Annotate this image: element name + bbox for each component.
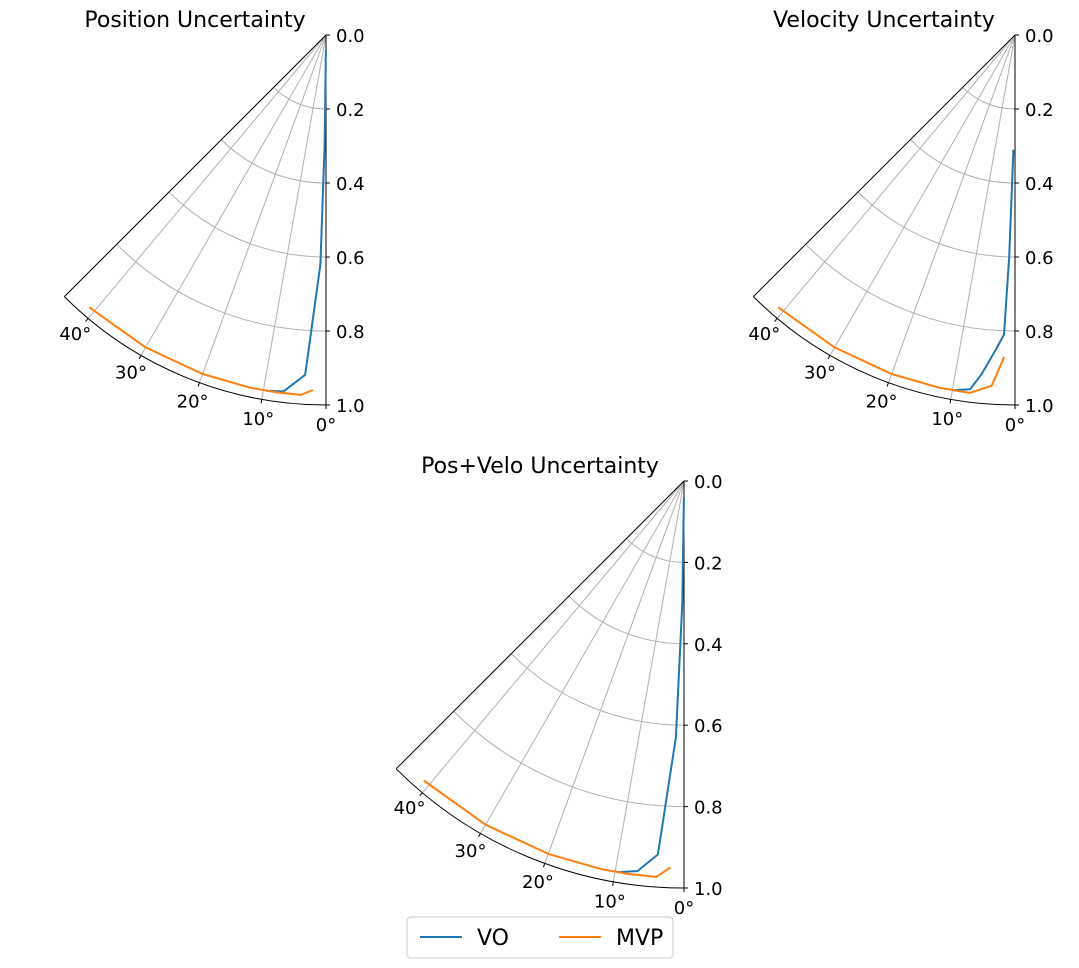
r-tick-label: 0.4 xyxy=(694,635,723,656)
grid-arc xyxy=(962,86,1016,110)
theta-tick-mark xyxy=(612,881,614,886)
legend-label-mvp: MVP xyxy=(616,926,663,951)
grid-arc xyxy=(857,191,1016,258)
grid-spoke xyxy=(612,480,685,882)
theta-tick-mark xyxy=(419,792,423,797)
theta-tick-mark xyxy=(197,382,200,387)
theta-tick-mark xyxy=(827,355,831,360)
theta-tick-mark xyxy=(138,355,142,360)
theta-tick-label: 0° xyxy=(674,898,694,919)
axis-outer-arc xyxy=(64,296,327,406)
r-tick-label: 0.6 xyxy=(1025,248,1054,269)
theta-tick-label: 0° xyxy=(316,415,336,436)
grid-arc xyxy=(168,191,327,258)
r-tick-label: 0.4 xyxy=(336,174,365,195)
theta-tick-mark xyxy=(478,833,481,838)
chart-title: Pos+Velo Uncertainty xyxy=(421,454,659,479)
r-tick-label: 0.2 xyxy=(694,553,723,574)
series-line-vo xyxy=(617,497,685,874)
grid-arc xyxy=(116,243,327,332)
series-line-vo xyxy=(952,149,1015,392)
chart-title: Velocity Uncertainty xyxy=(773,8,995,33)
grid-spoke xyxy=(544,480,685,864)
grid-spoke xyxy=(198,34,327,383)
grid-arc xyxy=(453,710,685,808)
r-tick-label: 0.6 xyxy=(694,716,723,737)
theta-tick-label: 10° xyxy=(242,409,274,430)
grid-spoke xyxy=(87,34,327,319)
r-tick-label: 1.0 xyxy=(336,396,365,417)
grid-spoke xyxy=(261,34,327,400)
grid-arc xyxy=(220,139,327,184)
r-tick-label: 0.8 xyxy=(1025,322,1054,343)
r-tick-label: 0.4 xyxy=(1025,174,1054,195)
grid-arc xyxy=(909,139,1016,184)
chart-velocity-uncertainty: Velocity Uncertainty 0.0 0.2 0.4 0.6 0.8 1.00… xyxy=(748,8,1053,436)
grid-arc xyxy=(273,86,327,110)
r-tick-label: 1.0 xyxy=(1025,396,1054,417)
theta-tick-label: 0° xyxy=(1005,415,1025,436)
theta-tick-mark xyxy=(774,318,778,322)
series-line-mvp xyxy=(777,306,1006,394)
theta-tick-mark xyxy=(542,863,546,868)
theta-tick-label: 30° xyxy=(115,363,147,384)
grid-spoke xyxy=(887,34,1016,383)
axis-edge-left xyxy=(753,34,1016,297)
theta-tick-label: 40° xyxy=(394,798,426,819)
series-line-vo xyxy=(265,49,327,393)
grid-spoke xyxy=(829,34,1016,356)
legend-frame xyxy=(406,916,674,959)
grid-spoke xyxy=(422,480,685,794)
grid-arc xyxy=(626,538,685,563)
r-tick-label: 0.0 xyxy=(694,472,723,493)
grid-spoke xyxy=(950,34,1016,400)
r-tick-label: 0.8 xyxy=(336,322,365,343)
theta-tick-label: 30° xyxy=(455,841,487,862)
theta-tick-mark xyxy=(85,318,89,322)
chart-title: Position Uncertainty xyxy=(84,8,305,33)
grid-arc xyxy=(510,653,685,726)
theta-tick-label: 30° xyxy=(804,363,836,384)
theta-tick-label: 10° xyxy=(931,409,963,430)
series-line-mvp xyxy=(88,306,314,396)
r-tick-label: 0.6 xyxy=(336,248,365,269)
axis-edge-left xyxy=(395,480,685,770)
grid-spoke xyxy=(480,480,685,834)
theta-tick-mark xyxy=(949,399,952,404)
theta-tick-label: 20° xyxy=(177,391,209,412)
r-tick-label: 0.0 xyxy=(1025,26,1054,47)
grid-arc xyxy=(568,595,685,645)
series-line-mvp xyxy=(423,779,672,878)
grid-spoke xyxy=(140,34,327,356)
legend-label-vo: VO xyxy=(477,926,509,951)
theta-tick-mark xyxy=(886,382,889,387)
grid-spoke xyxy=(776,34,1016,319)
r-tick-label: 0.0 xyxy=(336,26,365,47)
theta-tick-label: 20° xyxy=(522,872,554,893)
axis-outer-arc xyxy=(753,296,1016,406)
r-tick-label: 0.2 xyxy=(1025,100,1054,121)
legend: VO MVP xyxy=(406,916,674,959)
chart-pos-velo-uncertainty: Pos+Velo Uncertainty 0.0 0.2 0.4 0.6 0.8 1.00… xyxy=(394,454,723,919)
theta-tick-label: 40° xyxy=(59,324,91,345)
theta-tick-label: 20° xyxy=(866,391,898,412)
theta-tick-label: 10° xyxy=(594,892,626,913)
r-tick-label: 1.0 xyxy=(694,879,723,900)
r-tick-label: 0.2 xyxy=(336,100,365,121)
theta-tick-label: 40° xyxy=(748,324,780,345)
axis-edge-left xyxy=(64,34,327,297)
r-tick-label: 0.8 xyxy=(694,798,723,819)
chart-position-uncertainty: Position Uncertainty 0.0 0.2 0.4 0.6 0.8 1.00… xyxy=(59,8,364,436)
axis-outer-arc xyxy=(395,768,685,889)
grid-arc xyxy=(805,243,1016,332)
theta-tick-mark xyxy=(260,399,263,404)
